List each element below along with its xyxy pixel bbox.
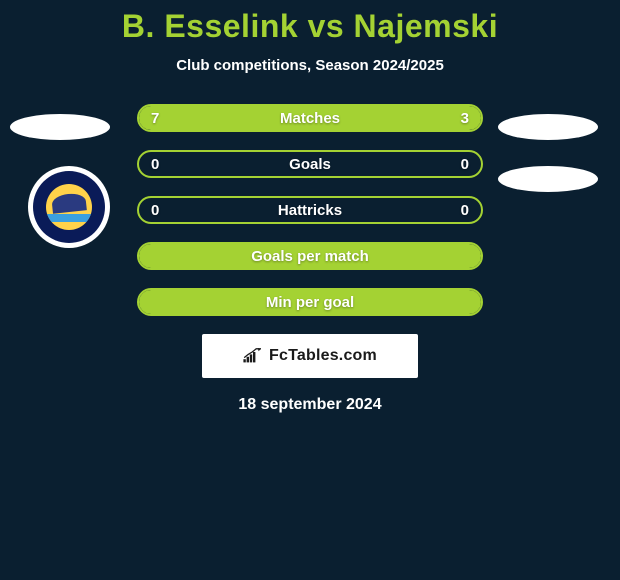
stat-row: Goals per match bbox=[137, 242, 483, 270]
stat-row: 00Goals bbox=[137, 150, 483, 178]
stat-label: Hattricks bbox=[137, 196, 483, 224]
stat-row: Min per goal bbox=[137, 288, 483, 316]
comparison-panel: 73Matches 00Goals 00Hattricks Goals per mat… bbox=[0, 104, 620, 414]
player-left-club-badge bbox=[28, 166, 110, 248]
stat-row: 00Hattricks bbox=[137, 196, 483, 224]
brand-banner: FcTables.com bbox=[202, 334, 418, 378]
page-subtitle: Club competitions, Season 2024/2025 bbox=[0, 57, 620, 74]
player-left-badge-placeholder-1 bbox=[10, 114, 110, 140]
stat-label: Min per goal bbox=[137, 288, 483, 316]
stat-label: Matches bbox=[137, 104, 483, 132]
stat-label: Goals per match bbox=[137, 242, 483, 270]
brand-text: FcTables.com bbox=[269, 347, 377, 365]
page-title: B. Esselink vs Najemski bbox=[0, 0, 620, 45]
stat-bars: 73Matches 00Goals 00Hattricks Goals per mat… bbox=[137, 104, 483, 316]
fctables-logo-icon bbox=[243, 348, 263, 364]
stat-label: Goals bbox=[137, 150, 483, 178]
snapshot-date: 18 september 2024 bbox=[0, 396, 620, 414]
stat-row: 73Matches bbox=[137, 104, 483, 132]
player-right-badge-placeholder-1 bbox=[498, 114, 598, 140]
player-right-badge-placeholder-2 bbox=[498, 166, 598, 192]
